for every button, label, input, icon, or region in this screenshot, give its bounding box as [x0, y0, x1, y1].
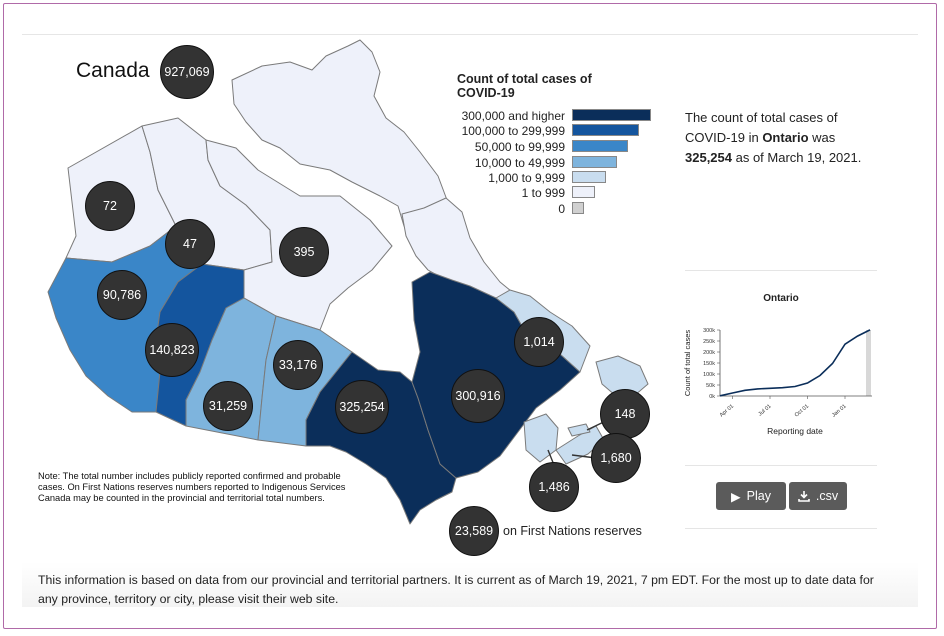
download-icon — [798, 491, 810, 502]
legend-swatch — [572, 109, 651, 121]
download-csv-button[interactable]: .csv — [789, 482, 847, 510]
info-prefix: The count of total cases of COVID-19 in — [685, 110, 838, 145]
y-tick-label: 250k — [703, 339, 715, 345]
y-tick-label: 150k — [703, 361, 715, 367]
info-mid: was — [808, 130, 836, 145]
bubble-saskatchewan[interactable]: 31,259 — [203, 381, 253, 431]
info-province: Ontario — [762, 130, 809, 145]
legend-title: Count of total cases of COVID-19 — [457, 72, 592, 100]
x-tick-label: Jul 01 — [757, 403, 772, 417]
csv-label: .csv — [815, 489, 839, 503]
region-pei[interactable] — [567, 423, 591, 437]
bubble-first-nations[interactable]: 23,589 — [449, 506, 499, 556]
total-bubble: 927,069 — [160, 45, 214, 99]
region-nunavut-islands[interactable] — [231, 39, 451, 243]
region-new-brunswick[interactable] — [523, 413, 559, 463]
legend-label: 0 — [558, 202, 565, 216]
info-count: 325,254 — [685, 150, 732, 165]
mini-line-chart: 300k 250k 200k 150k 100k 50k 0k Apr 01 Jul 01 Oct… — [683, 328, 872, 436]
map-title: Canada — [76, 59, 150, 82]
legend-label: 50,000 to 99,999 — [474, 140, 565, 154]
legend-swatch — [572, 202, 584, 214]
current-date-band — [866, 330, 871, 396]
legend-swatch — [572, 171, 606, 183]
legend-label: 1,000 to 9,999 — [488, 171, 565, 185]
legend-label: 10,000 to 49,999 — [474, 156, 565, 170]
bubble-manitoba[interactable]: 33,176 — [273, 340, 323, 390]
play-label: Play — [746, 489, 771, 503]
bubble-northwest-territories[interactable]: 47 — [165, 219, 215, 269]
legend-label: 100,000 to 299,999 — [461, 124, 565, 138]
y-tick-label: 100k — [703, 372, 715, 378]
bubble-ontario[interactable]: 325,254 — [335, 380, 389, 434]
divider — [685, 528, 877, 529]
info-suffix: as of March 19, 2021. — [732, 150, 862, 165]
legend-label: 300,000 and higher — [461, 109, 565, 123]
footer-text: This information is based on data from o… — [38, 573, 874, 606]
bubble-nunavut[interactable]: 395 — [279, 227, 329, 277]
legend-swatch — [572, 186, 595, 198]
x-tick-label: Jan 01 — [831, 403, 848, 418]
bubble-new-brunswick[interactable]: 1,486 — [529, 462, 579, 512]
first-nations-label: on First Nations reserves — [503, 524, 642, 538]
x-tick-label: Apr 01 — [719, 403, 735, 418]
legend-swatch — [572, 156, 617, 168]
y-tick-label: 200k — [703, 350, 715, 356]
divider — [685, 465, 877, 466]
bubble-quebec[interactable]: 300,916 — [451, 369, 505, 423]
legend-swatch — [572, 140, 628, 152]
region-newfoundland[interactable] — [595, 355, 649, 397]
y-tick-label: 50k — [706, 383, 715, 389]
play-icon: ▶ — [731, 489, 741, 504]
bubble-yukon[interactable]: 72 — [85, 181, 135, 231]
bubble-nova-scotia[interactable]: 1,680 — [591, 433, 641, 483]
legend-swatch — [572, 124, 639, 136]
bubble-british-columbia[interactable]: 90,786 — [97, 270, 147, 320]
bubble-newfoundland-labrador[interactable]: 1,014 — [514, 317, 564, 367]
top-divider — [22, 34, 918, 35]
y-tick-label: 0k — [709, 394, 715, 400]
info-text: The count of total cases of COVID-19 in … — [685, 108, 885, 168]
note-text: Note: The total number includes publicly… — [38, 471, 346, 503]
series-line — [719, 329, 871, 397]
y-tick-label: 300k — [703, 328, 715, 334]
x-axis-label: Reporting date — [767, 426, 823, 436]
bubble-alberta[interactable]: 140,823 — [145, 323, 199, 377]
play-button[interactable]: ▶ Play — [716, 482, 786, 510]
mini-chart-title: Ontario — [763, 293, 799, 304]
footer-band — [22, 562, 918, 607]
bubble-pei[interactable]: 148 — [600, 389, 650, 439]
x-tick-label: Oct 01 — [794, 403, 810, 418]
legend-label: 1 to 999 — [521, 186, 565, 200]
y-axis-label: Count of total cases — [683, 330, 692, 397]
divider — [685, 270, 877, 271]
